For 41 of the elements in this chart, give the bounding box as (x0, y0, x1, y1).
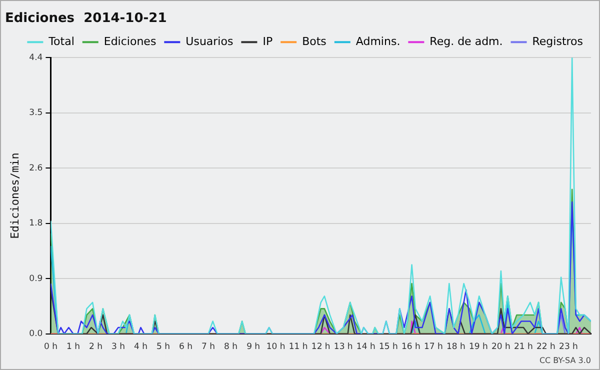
x-tick-label: 4 h (134, 342, 148, 352)
x-tick-label: 12 h (311, 342, 330, 352)
x-tick-label: 19 h (468, 342, 488, 352)
legend-label: Ediciones (104, 34, 156, 48)
x-tick-label: 23 h (559, 342, 578, 352)
legend-label: IP (262, 34, 273, 48)
x-tick-label: 18 h (446, 342, 466, 352)
legend-label: Bots (302, 34, 327, 48)
x-tick-label: 7 h (202, 342, 216, 352)
y-tick-label: 3.5 (29, 108, 43, 118)
x-tick-label: 14 h (356, 342, 376, 352)
x-tick-label: 0 h (44, 342, 58, 352)
legend-label: Registros (532, 34, 584, 48)
y-tick-label: 0.9 (29, 274, 43, 284)
legend-label: Total (48, 34, 74, 48)
x-tick-label: 13 h (334, 342, 353, 352)
x-tick-label: 9 h (246, 342, 260, 352)
legend-label: Admins. (356, 34, 400, 48)
y-tick-label: 1.8 (29, 218, 43, 229)
y-axis-title: Ediciones/min (8, 152, 22, 239)
x-tick-label: 16 h (401, 342, 420, 352)
x-tick-label: 20 h (492, 342, 510, 352)
y-tick-label: 0.0 (29, 329, 43, 340)
x-tick-label: 11 h (288, 342, 308, 352)
x-tick-label: 2 h (88, 342, 102, 352)
y-tick-label: 4.4 (29, 52, 43, 63)
x-tick-label: 8 h (224, 342, 238, 352)
x-tick-label: 22 h (536, 342, 556, 352)
x-tick-label: 17 h (424, 342, 443, 352)
x-tick-label: 15 h (378, 342, 398, 352)
x-tick-label: 5 h (156, 342, 170, 352)
x-tick-label: 21 h (514, 342, 533, 352)
legend-label: Usuarios (186, 34, 234, 48)
legend-label: Reg. de adm. (430, 34, 503, 48)
x-tick-label: 6 h (179, 342, 193, 352)
x-tick-label: 1 h (66, 342, 80, 352)
x-tick-label: 3 h (112, 342, 126, 352)
text: CC BY-SA 3.0 (539, 356, 591, 366)
y-tick-label: 2.6 (29, 163, 43, 174)
chart-title: Ediciones 2014-10-21 (5, 11, 167, 26)
x-tick-label: 10 h (266, 342, 286, 352)
